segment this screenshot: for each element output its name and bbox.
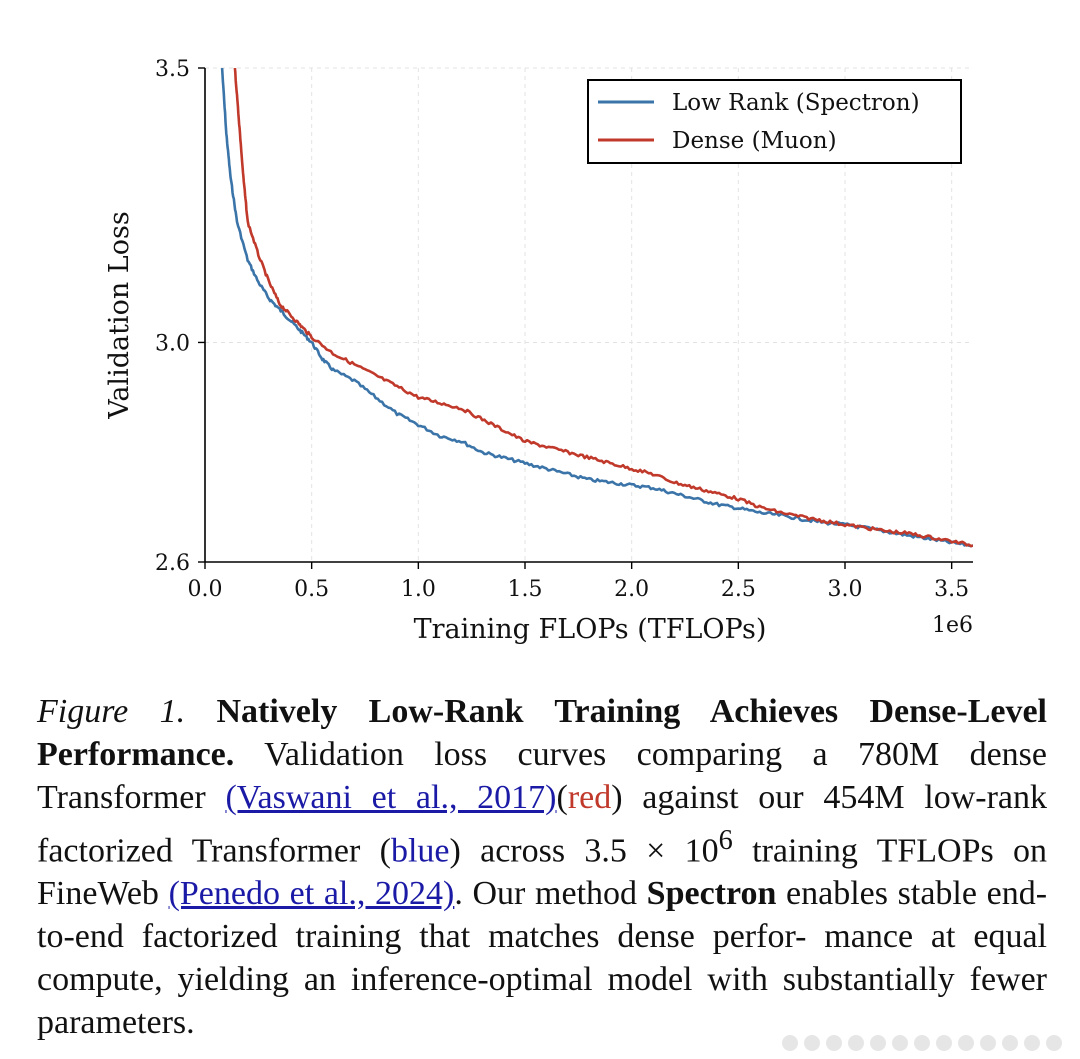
ticks: 0.0 0.5 1.0 1.5 2.0 2.5 3.0 3.5 2.6 3.0 3.5 — [155, 57, 969, 602]
figure-label: Figure 1. — [37, 693, 186, 730]
x-tick-label: 1.0 — [401, 577, 436, 602]
watermark-dot — [892, 1035, 908, 1051]
watermark-dot — [782, 1035, 798, 1051]
citation-vaswani-link[interactable]: (Vaswani et al., 2017) — [225, 779, 557, 816]
watermark-dot — [958, 1035, 974, 1051]
caption-method-name: Spectron — [646, 875, 777, 913]
watermark-dot — [826, 1035, 842, 1051]
x-tick-label: 3.0 — [828, 577, 863, 602]
x-tick-label: 1.5 — [508, 577, 543, 602]
y-tick-label: 3.5 — [155, 57, 190, 82]
x-tick-label: 2.5 — [721, 577, 756, 602]
caption-text-3: ) across 3.5 × 10 — [449, 832, 719, 870]
watermark-dot — [980, 1035, 996, 1051]
y-tick-label: 3.0 — [155, 331, 190, 356]
legend-label-low-rank: Low Rank (Spectron) — [672, 90, 920, 116]
watermark-dot — [936, 1035, 952, 1051]
legend-box — [587, 79, 962, 164]
x-tick-label: 3.5 — [934, 577, 969, 602]
caption-superscript: 6 — [718, 825, 733, 856]
y-axis-label: Validation Loss — [104, 211, 135, 419]
series-line-dense — [233, 68, 973, 548]
caption-open-paren: ( — [556, 779, 568, 816]
y-tick-label: 2.6 — [155, 551, 190, 576]
series-layer — [220, 68, 973, 548]
caption-blue-word: blue — [390, 832, 450, 870]
figure-caption: Figure 1. Natively Low-Rank Training Ach… — [37, 690, 1047, 1044]
caption-text-5: . Our method — [454, 875, 638, 913]
watermark-dot — [914, 1035, 930, 1051]
x-tick-label: 0.5 — [294, 577, 329, 602]
x-axis-label: Training FLOPs (TFLOPs) — [414, 614, 767, 645]
x-tick-label: 2.0 — [614, 577, 649, 602]
watermark-dot — [804, 1035, 820, 1051]
caption-text-4: training TFLOPs on FineWeb — [37, 832, 1048, 913]
caption-red-word: red — [567, 779, 612, 816]
caption-text-2: ) against our 454M low-rank factorized T… — [37, 779, 1048, 870]
x-tick-label: 0.0 — [188, 577, 223, 602]
x-offset-label: 1e6 — [932, 613, 973, 638]
watermark-dot — [1002, 1035, 1018, 1051]
caption-text-1: Validation loss curves comparing a 780M … — [37, 736, 1048, 816]
watermark-dot — [848, 1035, 864, 1051]
watermark-dot — [1046, 1035, 1062, 1051]
caption-text-6: enables stable end-to-end factorized tra… — [37, 875, 1048, 1042]
loss-chart: 0.0 0.5 1.0 1.5 2.0 2.5 3.0 3.5 2.6 3.0 3.5 Traini… — [104, 57, 973, 645]
legend-label-dense: Dense (Muon) — [672, 128, 837, 154]
caption-title: Natively Low-Rank Training Achieves Dens… — [37, 693, 1048, 773]
citation-penedo-link[interactable]: (Penedo et al., 2024) — [168, 875, 455, 913]
watermark-dot — [870, 1035, 886, 1051]
watermark-dots — [782, 1035, 1062, 1051]
watermark-dot — [1024, 1035, 1040, 1051]
legend: Low Rank (Spectron) Dense (Muon) — [587, 79, 962, 164]
